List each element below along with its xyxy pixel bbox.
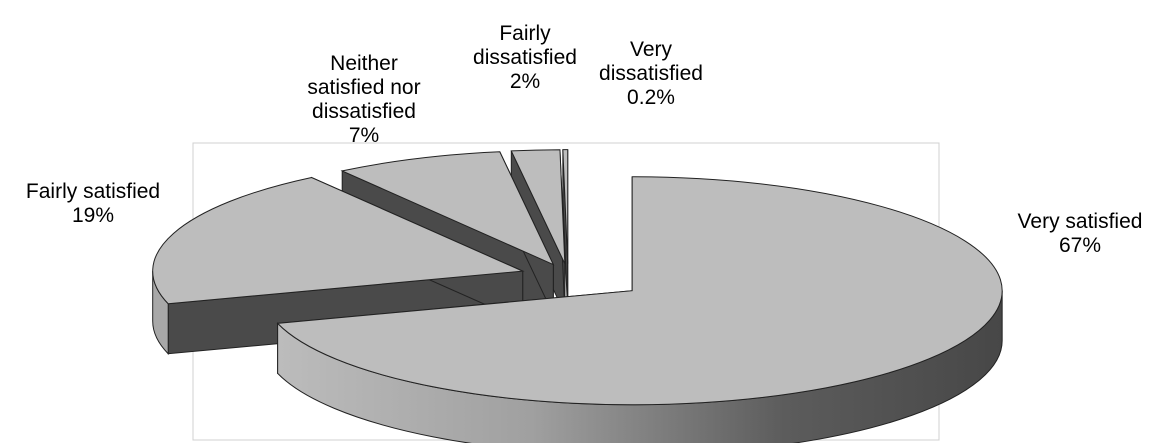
label-very-dissatisfied-line1: Very (629, 38, 673, 61)
slice-very-dissatisfied-top (562, 149, 569, 264)
label-fairly-dissatisfied: Fairly dissatisfied 2% (473, 22, 577, 94)
label-neither-line1: Neither (330, 52, 398, 75)
label-fairly-satisfied: Fairly satisfied 19% (26, 180, 160, 228)
slice-very-satisfied (276, 176, 1003, 443)
label-very-satisfied-name: Very satisfied (1017, 210, 1143, 233)
label-fairly-dissatisfied-line2: dissatisfied (473, 46, 577, 69)
label-neither-line3: dissatisfied (312, 100, 416, 123)
label-fairly-dissatisfied-line1: Fairly (499, 22, 551, 45)
slice-fairly-dissatisfied-top (510, 149, 566, 264)
slice-very-dissatisfied (562, 149, 569, 314)
label-fairly-dissatisfied-value: 2% (509, 70, 541, 93)
slice-neither-top (340, 151, 555, 266)
label-neither-line2: satisfied nor (307, 76, 421, 99)
slice-fairly-satisfied (152, 176, 525, 355)
label-very-dissatisfied-line2: dissatisfied (599, 62, 703, 85)
label-very-satisfied-value: 67% (1058, 234, 1102, 257)
label-neither-value: 7% (348, 124, 380, 147)
label-neither: Neither satisfied nor dissatisfied 7% (307, 52, 420, 148)
label-fairly-satisfied-name: Fairly satisfied (25, 180, 161, 203)
label-very-satisfied: Very satisfied 67% (1018, 210, 1143, 258)
label-fairly-satisfied-value: 19% (71, 204, 115, 227)
label-very-dissatisfied-value: 0.2% (627, 86, 675, 109)
label-very-dissatisfied: Very dissatisfied 0.2% (599, 38, 703, 110)
slice-fairly-satisfied-top (152, 176, 525, 305)
slice-very-satisfied-top (276, 176, 1003, 406)
